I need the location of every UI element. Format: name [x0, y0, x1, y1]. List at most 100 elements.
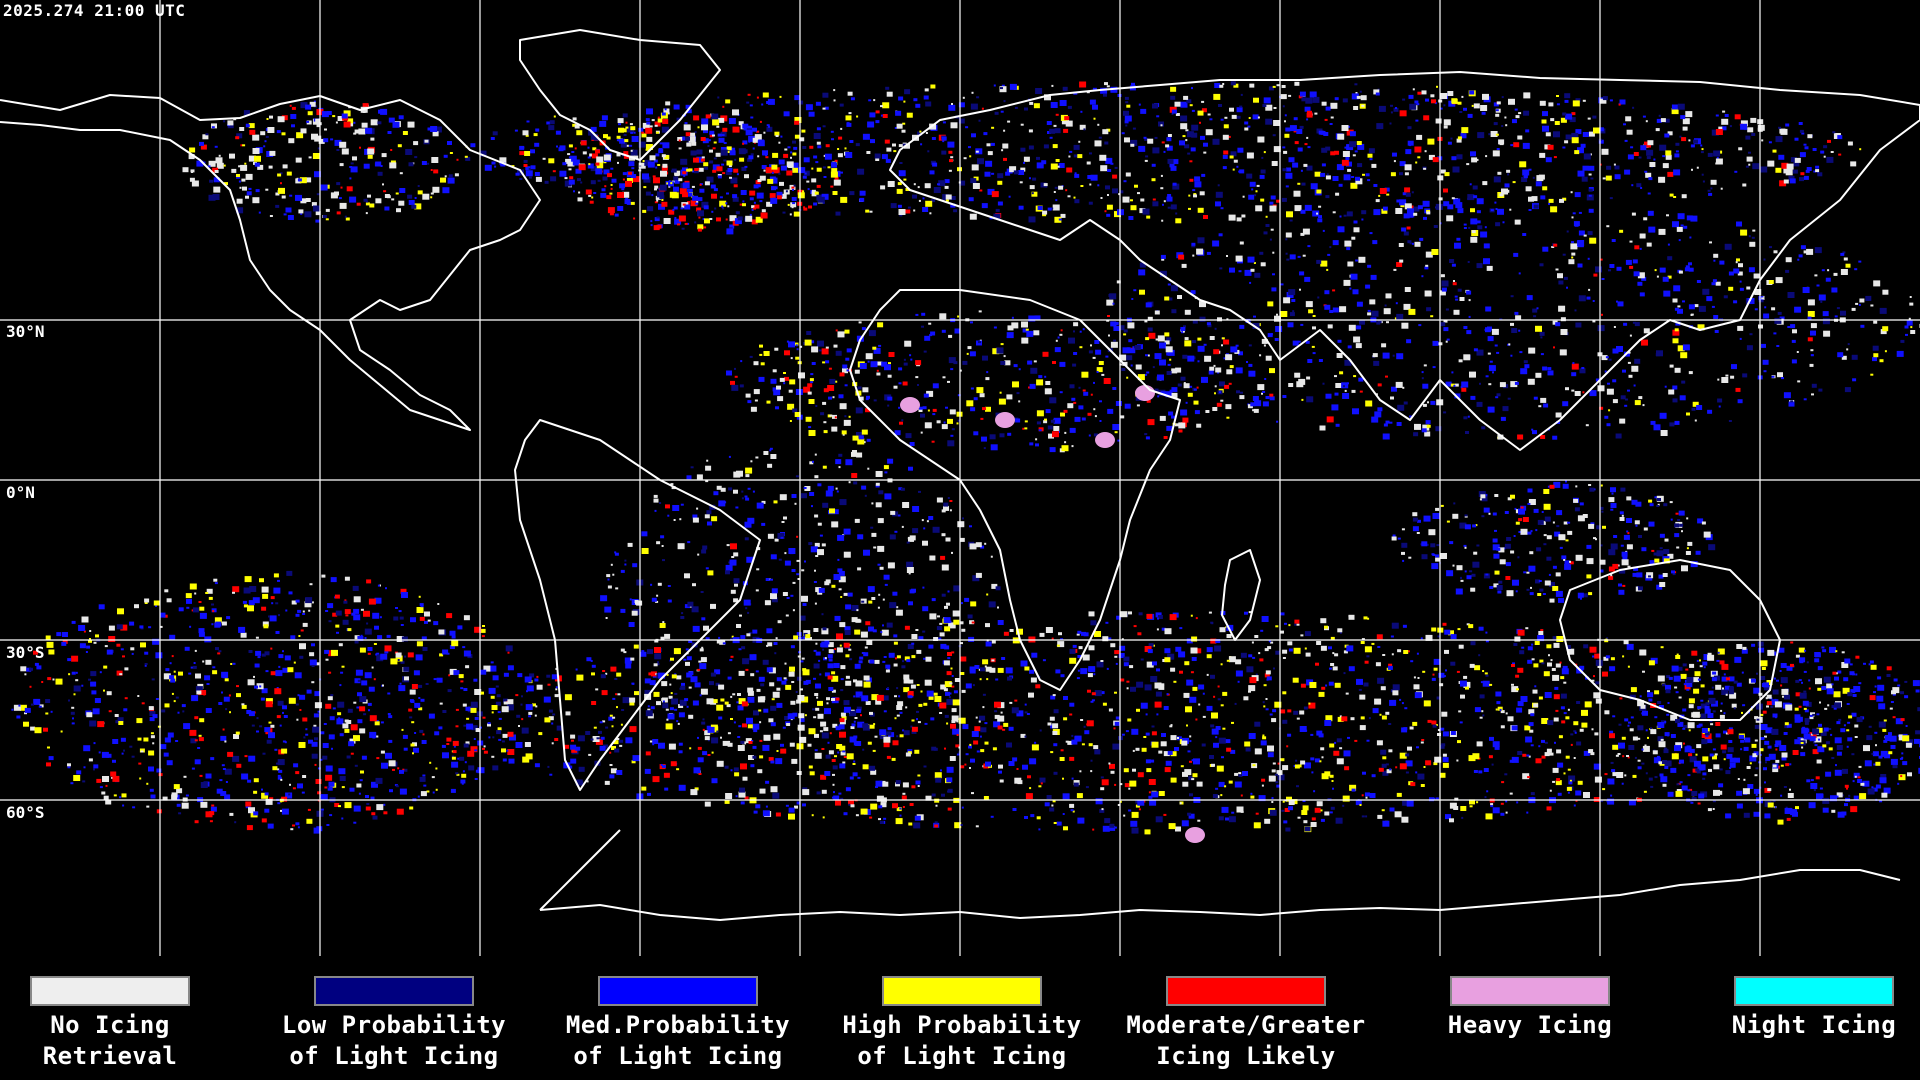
- icing-pixel-274: [850, 97, 855, 101]
- icing-pixel-3179: [1107, 408, 1114, 414]
- icing-pixel-33: [535, 176, 542, 182]
- icing-pixel-1735: [590, 133, 598, 140]
- icing-pixel-4145: [1167, 653, 1175, 660]
- icing-pixel-766: [1544, 144, 1551, 150]
- icing-pixel-3463: [823, 388, 829, 393]
- icing-pixel-3350: [1029, 383, 1036, 389]
- icing-pixel-69: [1100, 165, 1108, 172]
- icing-pixel-246: [1575, 129, 1582, 135]
- icing-pixel-4539: [840, 665, 846, 670]
- icing-pixel-2616: [1625, 259, 1632, 265]
- icing-pixel-3690: [860, 631, 868, 638]
- icing-pixel-1073: [1443, 104, 1446, 107]
- icing-pixel-3843: [890, 510, 896, 515]
- icing-pixel-3613: [803, 487, 807, 489]
- icing-pixel-4595: [1611, 769, 1616, 773]
- icing-pixel-1342: [569, 155, 577, 162]
- icing-pixel-3236: [942, 376, 946, 379]
- icing-pixel-4899: [1151, 731, 1157, 736]
- icing-pixel-4734: [928, 644, 934, 649]
- icing-pixel-2765: [1761, 343, 1766, 348]
- icing-pixel-4987: [1479, 716, 1483, 719]
- icing-pixel-2710: [1542, 366, 1548, 371]
- icing-pixel-4234: [759, 788, 766, 794]
- icing-pixel-4757: [946, 671, 952, 676]
- icing-pixel-4184: [1160, 741, 1167, 747]
- icing-pixel-3715: [726, 544, 730, 547]
- icing-pixel-4181: [742, 776, 748, 781]
- icing-pixel-1493: [674, 218, 682, 225]
- icing-pixel-1860: [388, 117, 395, 123]
- icing-pixel-194: [1256, 184, 1260, 187]
- icing-pixel-154: [1152, 201, 1159, 207]
- icing-pixel-4974: [1195, 648, 1202, 654]
- icing-pixel-4306: [1609, 730, 1614, 734]
- icing-pixel-2088: [424, 139, 429, 143]
- icing-pixel-1309: [742, 140, 748, 145]
- icing-pixel-336: [944, 179, 950, 184]
- icing-pixel-2837: [1669, 422, 1675, 427]
- icing-pixel-3466: [1117, 439, 1121, 442]
- icing-pixel-3532: [790, 594, 794, 597]
- icing-pixel-2902: [1270, 228, 1274, 231]
- icing-pixel-3957: [954, 678, 960, 682]
- icing-pixel-1012: [1046, 121, 1052, 125]
- icing-pixel-855: [1223, 124, 1229, 129]
- icing-pixel-3950: [624, 559, 627, 562]
- icing-pixel-2810: [1840, 269, 1848, 275]
- icing-pixel-4933: [455, 708, 459, 711]
- icing-pixel-204: [1775, 167, 1782, 173]
- icing-pixel-2017: [212, 194, 220, 200]
- icing-pixel-4636: [735, 795, 738, 798]
- icing-pixel-3300: [1024, 427, 1028, 430]
- icing-pixel-4481: [1550, 659, 1553, 662]
- icing-pixel-4758: [515, 744, 519, 747]
- icing-pixel-2392: [1226, 369, 1233, 375]
- icing-pixel-1797: [656, 224, 662, 229]
- icing-pixel-834: [1626, 129, 1633, 135]
- icing-pixel-1935: [349, 166, 353, 168]
- icing-pixel-3189: [989, 434, 996, 440]
- icing-pixel-2287: [1430, 400, 1436, 405]
- icing-pixel-520: [1106, 204, 1113, 210]
- icing-pixel-835: [1236, 165, 1239, 168]
- icing-pixel-765: [1273, 107, 1277, 109]
- icing-pixel-1865: [236, 198, 243, 204]
- icing-pixel-4483: [576, 674, 584, 681]
- icing-pixel-3110: [1044, 388, 1052, 395]
- icing-pixel-2792: [1606, 423, 1611, 427]
- icing-pixel-453: [1622, 101, 1625, 104]
- icing-pixel-4443: [641, 650, 645, 653]
- icing-pixel-999: [1180, 123, 1188, 130]
- icing-pixel-1318: [1031, 192, 1034, 195]
- icing-pixel-1093: [1531, 196, 1538, 202]
- icing-pixel-1704: [614, 213, 619, 217]
- icing-pixel-482: [1140, 108, 1147, 114]
- icing-pixel-4954: [1533, 663, 1539, 668]
- icing-pixel-4788: [679, 699, 687, 706]
- icing-pixel-4450: [1342, 795, 1350, 802]
- icing-pixel-4749: [1115, 716, 1120, 720]
- icing-pixel-662: [1240, 93, 1243, 96]
- icing-pixel-2886: [1326, 268, 1329, 271]
- icing-pixel-3806: [665, 504, 670, 509]
- icing-pixel-4106: [1254, 748, 1262, 755]
- icing-pixel-892: [1525, 129, 1530, 133]
- icing-pixel-4798: [604, 780, 610, 785]
- icing-pixel-4706: [1053, 709, 1059, 714]
- icing-pixel-1173: [1404, 172, 1409, 176]
- icing-pixel-4759: [971, 792, 974, 795]
- icing-pixel-979: [1009, 166, 1017, 173]
- icing-pixel-1762: [588, 163, 591, 166]
- icing-pixel-4673: [762, 744, 770, 751]
- icing-pixel-1116: [1515, 115, 1520, 119]
- icing-pixel-168: [1024, 107, 1028, 111]
- icing-pixel-2499: [1533, 396, 1538, 400]
- icing-pixel-771: [1674, 153, 1680, 158]
- icing-pixel-1613: [696, 207, 702, 212]
- icing-pixel-359: [727, 168, 733, 172]
- icing-pixel-1817: [231, 168, 237, 173]
- icing-pixel-3230: [894, 430, 901, 436]
- icing-pixel-3953: [827, 642, 834, 648]
- icing-pixel-4449: [1024, 711, 1028, 714]
